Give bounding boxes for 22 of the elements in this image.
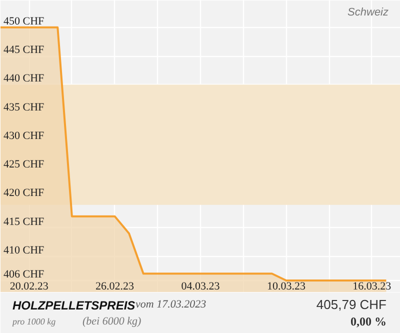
text: (bei 6000 kg) — [82, 316, 142, 328]
x-tick-label: 16.03.23 — [352, 280, 392, 292]
text: HOLZPELLETSPREIS — [12, 298, 136, 312]
y-tick-label: 430 CHF — [4, 130, 44, 142]
y-tick-label: 415 CHF — [4, 216, 44, 228]
x-tick-label: 20.02.23 — [10, 280, 49, 292]
text: 0,00 % — [350, 314, 386, 328]
y-tick-label: 420 CHF — [4, 187, 44, 200]
y-tick-label: 445 CHF — [4, 44, 44, 56]
y-tick-label: 406 CHF — [4, 268, 44, 281]
text: Schweiz — [348, 6, 389, 18]
y-tick-label: 410 CHF — [4, 244, 44, 256]
x-tick-label: 26.02.23 — [96, 280, 135, 292]
text: vom 17.03.2023 — [136, 298, 207, 310]
x-tick-label: 10.03.23 — [266, 280, 306, 292]
text: pro 1000 kg — [12, 316, 56, 326]
y-tick-label: 440 CHF — [4, 72, 44, 85]
x-tick-label: 04.03.23 — [181, 280, 220, 292]
y-tick-label: 425 CHF — [4, 158, 44, 171]
y-tick-label: 435 CHF — [4, 101, 44, 114]
text: 405,79 CHF — [316, 297, 387, 312]
y-tick-label: 450 CHF — [4, 15, 44, 28]
